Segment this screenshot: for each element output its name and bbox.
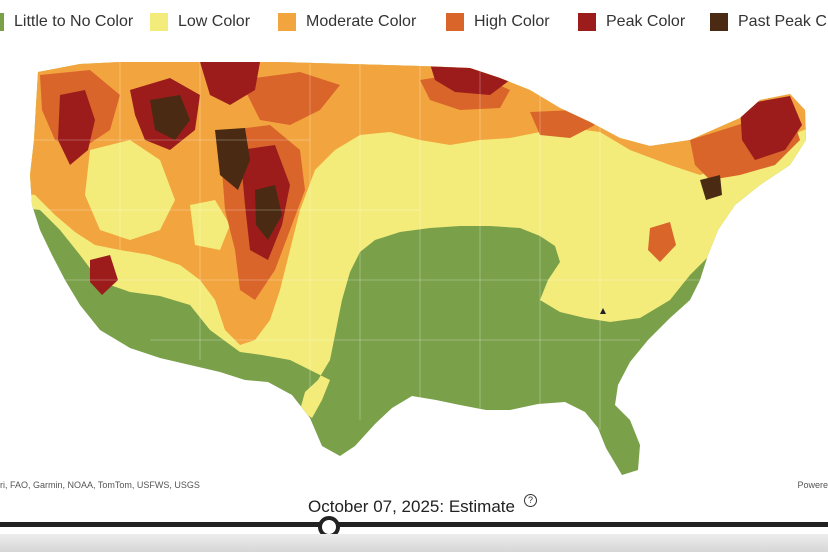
powered-by-attribution: Powere xyxy=(797,480,828,490)
bottom-panel xyxy=(0,534,828,552)
legend: Little to No Color Low Color Moderate Co… xyxy=(0,0,828,44)
legend-item-high-color: High Color xyxy=(446,12,550,32)
legend-label: Past Peak C xyxy=(738,13,827,30)
state-boundaries xyxy=(30,62,700,430)
region-high-color-appalachian xyxy=(648,222,676,262)
region-peak-color-montana xyxy=(200,62,260,105)
legend-label: Moderate Color xyxy=(306,13,417,30)
region-low-color-west xyxy=(85,140,175,240)
legend-swatch xyxy=(710,13,728,31)
region-high-color-michigan xyxy=(530,110,595,138)
region-low-color-basin xyxy=(190,200,230,250)
map-attribution: ri, FAO, Garmin, NOAA, TomTom, USFWS, US… xyxy=(0,480,200,490)
region-past-peak-colorado xyxy=(255,185,282,240)
location-pin-icon xyxy=(600,308,606,314)
legend-swatch xyxy=(578,13,596,31)
timeline-date-label: October 07, 2025: Estimate xyxy=(308,497,515,516)
legend-swatch xyxy=(446,13,464,31)
us-map xyxy=(30,62,806,475)
region-peak-color-maine xyxy=(740,96,802,160)
legend-swatch xyxy=(150,13,168,31)
legend-swatch xyxy=(278,13,296,31)
legend-label: Little to No Color xyxy=(14,13,134,30)
question-circle-icon[interactable]: ? xyxy=(524,494,537,507)
legend-item-low-color: Low Color xyxy=(150,12,250,32)
region-high-color-montana xyxy=(240,72,340,125)
region-peak-color-sierra xyxy=(90,255,118,295)
legend-label: Low Color xyxy=(178,13,251,30)
legend-swatch xyxy=(0,13,4,31)
legend-label: High Color xyxy=(474,13,550,30)
legend-item-peak-color: Peak Color xyxy=(578,12,685,32)
legend-item-little-to-no-color: Little to No Color xyxy=(0,12,133,32)
region-past-peak-idaho xyxy=(150,95,190,140)
fall-foliage-map[interactable] xyxy=(0,44,828,492)
region-past-peak-wyoming xyxy=(215,128,250,190)
legend-label: Peak Color xyxy=(606,13,686,30)
legend-item-moderate-color: Moderate Color xyxy=(278,12,416,32)
region-peak-color-cascades xyxy=(58,90,95,165)
timeline-track[interactable] xyxy=(0,522,828,527)
legend-item-past-peak-color: Past Peak C xyxy=(710,12,827,32)
region-past-peak-new-york xyxy=(700,175,722,200)
